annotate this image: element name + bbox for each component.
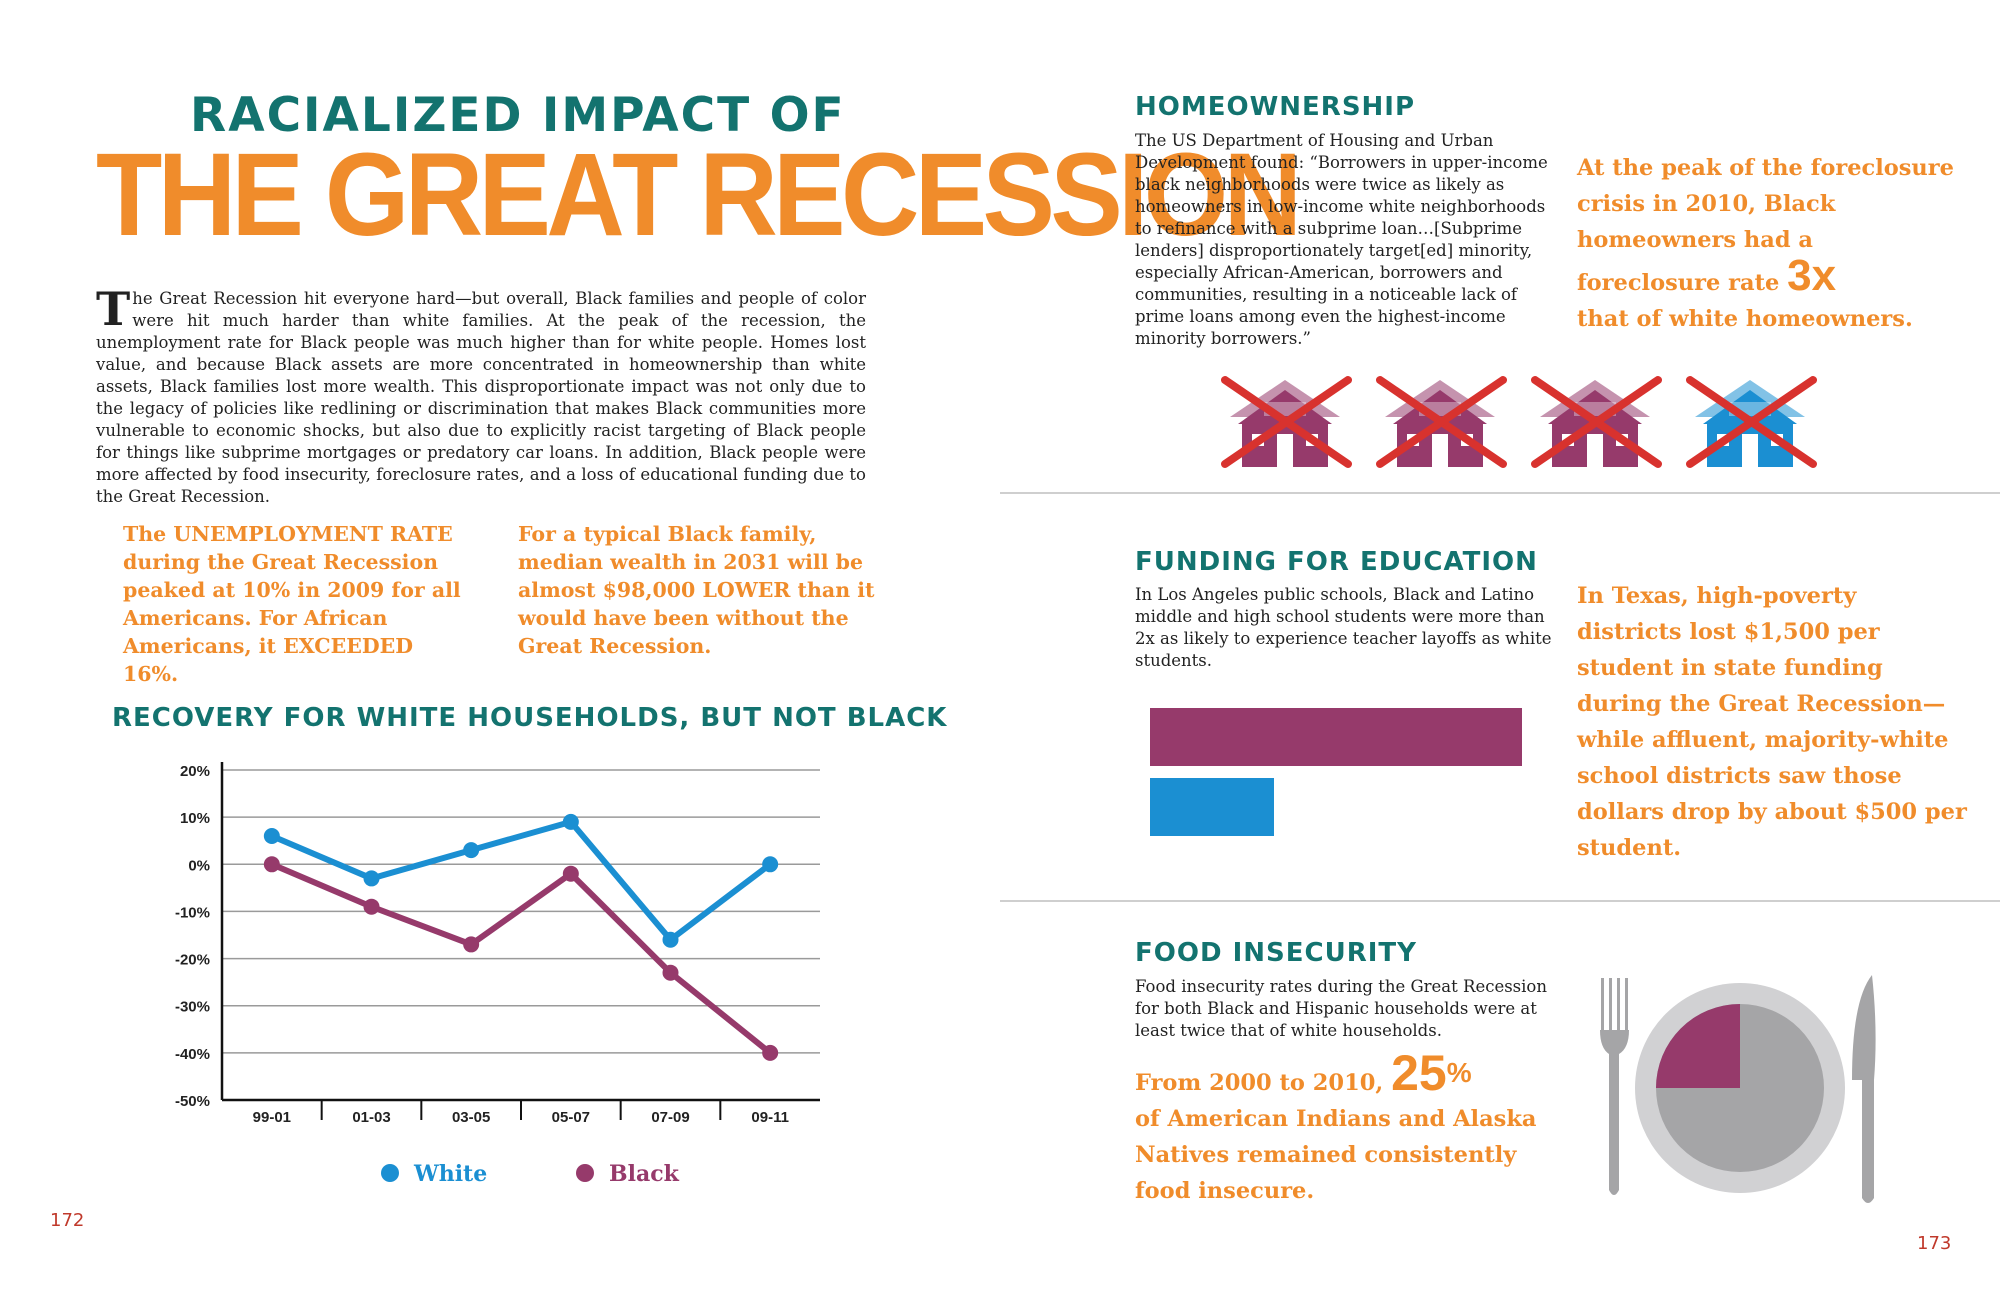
education-heading: FUNDING FOR EDUCATION bbox=[1135, 547, 1538, 577]
plate-graphic bbox=[1600, 975, 1876, 1203]
x-tick-label: 01-03 bbox=[352, 1109, 390, 1126]
data-point-black bbox=[463, 936, 480, 953]
crossed-house-icon bbox=[1376, 376, 1507, 468]
food-big-number: 25 bbox=[1391, 1045, 1447, 1101]
foreclosure-callout-pre: At the peak of the foreclosure crisis in… bbox=[1577, 155, 1954, 296]
title-line-2: THE GREAT RECESSION bbox=[96, 129, 1302, 261]
data-point-white bbox=[463, 842, 480, 859]
crossed-houses-graphic bbox=[1221, 376, 1817, 468]
foreclosure-big-number: 3x bbox=[1787, 251, 1837, 300]
wealth-callout: For a typical Black family, median wealt… bbox=[518, 522, 875, 658]
legend-marker-black bbox=[576, 1164, 594, 1182]
y-tick-label: -50% bbox=[175, 1093, 210, 1110]
crossed-house-icon bbox=[1686, 376, 1817, 468]
foreclosure-callout-post: that of white homeowners. bbox=[1577, 306, 1913, 332]
data-point-white bbox=[263, 828, 280, 844]
education-body: In Los Angeles public schools, Black and… bbox=[1135, 585, 1552, 670]
page-number-right: 173 bbox=[1917, 1233, 1952, 1254]
legend-label-white: White bbox=[413, 1161, 487, 1187]
food-heading: FOOD INSECURITY bbox=[1135, 938, 1417, 968]
y-tick-label: -10% bbox=[175, 904, 210, 921]
page-number-left: 172 bbox=[50, 1210, 85, 1231]
data-point-black bbox=[263, 856, 280, 873]
intro-text: he Great Recession hit everyone hard—but… bbox=[96, 289, 866, 506]
section-divider bbox=[1000, 492, 2000, 494]
layoff-bar-black-latino bbox=[1150, 708, 1522, 766]
series-line-white bbox=[270, 818, 772, 943]
y-tick-label: 10% bbox=[180, 810, 210, 827]
crossed-house-icon bbox=[1221, 376, 1352, 468]
x-tick-label: 99-01 bbox=[253, 1109, 291, 1126]
title-line-1: RACIALIZED IMPACT OF bbox=[190, 88, 846, 143]
legend-marker-white bbox=[381, 1164, 399, 1182]
crossed-house-icon bbox=[1531, 376, 1662, 468]
homeownership-heading: HOMEOWNERSHIP bbox=[1135, 92, 1416, 122]
data-point-black bbox=[762, 1044, 779, 1061]
data-point-white bbox=[363, 870, 380, 887]
layoff-bar-graphic bbox=[1150, 708, 1522, 836]
intro-dropcap: T bbox=[96, 282, 131, 336]
homeownership-body: The US Department of Housing and Urban D… bbox=[1135, 131, 1548, 348]
food-insecure-pie-slice bbox=[1656, 1004, 1740, 1088]
foreclosure-callout: At the peak of the foreclosure crisis in… bbox=[1577, 150, 1957, 337]
x-tick-label: 09-11 bbox=[751, 1109, 789, 1126]
food-callout: From 2000 to 2010, 25% of American India… bbox=[1135, 1048, 1555, 1209]
data-point-white bbox=[562, 813, 579, 830]
x-tick-label: 03-05 bbox=[452, 1109, 490, 1126]
knife-icon bbox=[1852, 975, 1876, 1203]
layoff-bar-white bbox=[1150, 778, 1274, 836]
data-point-black bbox=[363, 898, 380, 915]
y-tick-label: 0% bbox=[188, 857, 210, 874]
food-callout-pre: From 2000 to 2010, bbox=[1135, 1070, 1384, 1096]
y-tick-label: -40% bbox=[175, 1046, 210, 1063]
chart-title: RECOVERY FOR WHITE HOUSEHOLDS, BUT NOT B… bbox=[112, 703, 948, 733]
unemployment-callout: The UNEMPLOYMENT RATE during the Great R… bbox=[123, 522, 461, 686]
food-percent-sign: % bbox=[1446, 1057, 1472, 1088]
recovery-line-chart: 20% 10% 0% -10% -20% -30% -40% -50% 99-01 01-03 03… bbox=[175, 762, 820, 1187]
series-line-black bbox=[270, 861, 773, 1056]
data-point-black bbox=[562, 865, 579, 882]
food-body: Food insecurity rates during the Great R… bbox=[1135, 977, 1547, 1040]
x-tick-label: 07-09 bbox=[651, 1109, 689, 1126]
y-tick-label: 20% bbox=[180, 763, 210, 780]
y-tick-label: -30% bbox=[175, 999, 210, 1016]
fork-icon bbox=[1600, 978, 1629, 1195]
legend-label-black: Black bbox=[609, 1161, 680, 1187]
x-tick-label: 05-07 bbox=[552, 1109, 590, 1126]
section-divider bbox=[1000, 900, 2000, 902]
texas-funding-callout: In Texas, high-poverty districts lost $1… bbox=[1577, 583, 1967, 861]
data-point-white bbox=[762, 856, 779, 873]
data-point-black bbox=[662, 964, 679, 981]
y-tick-label: -20% bbox=[175, 952, 210, 969]
data-point-white bbox=[662, 931, 679, 948]
food-callout-post: of American Indians and Alaska Natives r… bbox=[1135, 1106, 1537, 1204]
